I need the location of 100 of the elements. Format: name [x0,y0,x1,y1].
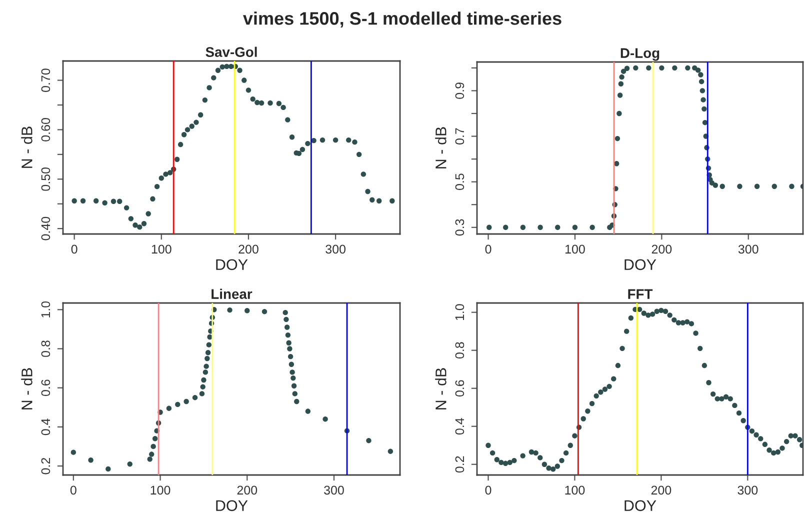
point [672,65,678,71]
point [700,88,706,94]
point [175,402,180,408]
point [132,222,138,228]
y-tick-label: 0.6 [41,380,50,396]
point [206,342,212,348]
point [305,140,310,146]
x-tick-label: 0 [71,244,78,254]
point [288,354,294,360]
x-tick-label: 200 [651,486,672,495]
point [286,340,292,346]
point [300,146,306,152]
y-tick-label: 1.0 [455,304,464,320]
point [128,216,134,222]
y-axis-title: N - dB [435,127,446,168]
point [285,332,291,338]
y-axis-title: N - dB [435,368,446,410]
point [287,346,292,352]
point [614,136,620,142]
point [290,375,296,381]
point [224,64,230,70]
point [127,461,132,467]
point [150,444,156,450]
y-tick-label: 0.3 [455,219,464,236]
point [227,307,232,313]
point [390,198,395,204]
point [619,74,624,80]
point [376,198,382,204]
point [356,152,362,158]
point [268,100,273,106]
point [320,137,326,143]
x-tick-label: 200 [237,486,258,495]
point [181,132,187,138]
point [290,370,295,375]
x-tick-label: 0 [485,486,492,495]
chart-title: D-Log [620,48,660,61]
point [388,448,394,454]
x-tick-label: 300 [738,244,758,254]
point [754,184,760,189]
point [284,316,289,322]
point [618,81,624,86]
point [288,362,294,367]
point [211,75,216,80]
x-tick-label: 100 [150,486,170,495]
point [206,85,212,90]
x-tick-label: 300 [326,244,346,254]
y-tick-label: 0.60 [41,118,50,142]
x-axis-title: DOY [624,500,656,512]
point [200,384,206,390]
point [201,377,206,383]
point [137,224,142,230]
point [659,65,664,71]
point [141,221,147,226]
point [620,68,626,74]
y-tick-label: 0.2 [41,458,50,474]
point [572,224,578,230]
x-tick-label: 300 [738,486,758,495]
x-axis-title: DOY [624,259,656,270]
point [633,65,638,71]
point [624,66,630,71]
point [204,356,210,362]
point [72,198,77,204]
chart-title: FFT [628,289,653,299]
y-axis-title: N - dB [21,368,32,410]
y-tick-label: 0.6 [455,380,464,397]
y-tick-label: 0.4 [41,418,50,436]
x-axis-title: DOY [216,259,248,270]
point [117,198,122,204]
point [294,398,300,404]
point [158,176,164,181]
y-tick-label: 0.2 [455,456,464,473]
point [184,127,190,132]
point [202,370,208,375]
x-tick-label: 0 [485,244,492,254]
point [124,205,130,210]
chart-title: Linear [212,288,252,299]
point [93,198,99,204]
point [166,406,172,411]
point [700,97,706,102]
y-tick-label: 1.0 [41,301,50,318]
x-tick-label: 200 [238,244,258,254]
point [102,200,108,206]
point [154,184,160,190]
text: vimes 1500, S-1 modelled time-series [243,12,562,28]
point [712,182,718,188]
point [702,106,707,112]
point [685,65,690,71]
point [360,172,366,177]
point [258,100,264,106]
point [204,364,209,369]
point [284,324,290,330]
point [646,65,652,71]
point [555,224,560,230]
point [616,110,622,116]
point [538,224,543,230]
x-tick-label: 0 [70,486,76,495]
y-tick-label: 0.8 [41,340,50,357]
y-tick-label: 0.40 [41,216,50,240]
point [205,350,211,356]
point [189,124,194,129]
